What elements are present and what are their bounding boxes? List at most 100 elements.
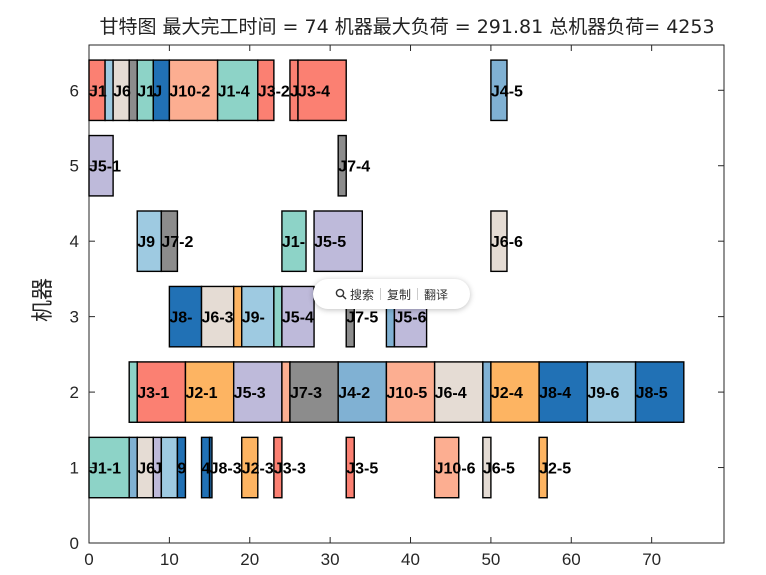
task-label: J1-4 <box>218 83 250 100</box>
y-tick-label: 3 <box>70 308 79 327</box>
task-bar-m2-33 <box>289 361 339 423</box>
task-label: J2-3 <box>242 461 274 478</box>
task-label: J <box>153 461 162 478</box>
task-bar-m2-31 <box>232 361 283 423</box>
task-label: J1- <box>282 234 305 251</box>
task-label: J5-3 <box>234 385 266 402</box>
task-label: J3-4 <box>298 83 330 100</box>
y-tick-label: 2 <box>70 383 79 402</box>
x-tick-label: 30 <box>321 550 340 569</box>
task-label: J5-1 <box>89 159 121 176</box>
task-label: J7-4 <box>338 159 370 176</box>
popup-divider <box>379 288 381 300</box>
task-bar-m1-49 <box>208 436 213 499</box>
task-bar-m6-11 <box>490 59 508 122</box>
task-label: 4 <box>202 461 211 478</box>
task-label: J4-2 <box>338 385 370 402</box>
task-bar-m3-22 <box>241 285 275 348</box>
task-label: J6 <box>113 83 131 100</box>
x-tick-label: 10 <box>160 550 179 569</box>
task-bar-m3-23 <box>273 285 283 348</box>
task-bar-m5-13 <box>337 134 347 197</box>
search-button[interactable]: 搜索 <box>329 286 380 303</box>
copy-button[interactable]: 复制 <box>381 286 417 303</box>
x-tick-label: 60 <box>562 550 581 569</box>
task-label: J10-5 <box>386 385 427 402</box>
task-label: J1-1 <box>89 461 121 478</box>
task-label: J10-2 <box>169 83 210 100</box>
y-axis-label: 机器 <box>31 278 56 322</box>
task-label: J2-1 <box>185 385 217 402</box>
task-label: 9 <box>177 461 186 478</box>
task-bar-m4-18 <box>490 210 508 273</box>
x-tick-label: 70 <box>642 550 661 569</box>
y-tick-label: 4 <box>70 232 79 251</box>
task-label: J1 <box>137 83 155 100</box>
task-label: J3-2 <box>258 83 290 100</box>
task-label: J6-6 <box>491 234 523 251</box>
task-bar-m4-15 <box>160 210 179 273</box>
task-bar-m1-52 <box>345 436 355 499</box>
task-bar-m6-8 <box>257 59 275 122</box>
task-bar-m2-35 <box>385 361 436 423</box>
task-bar-m1-46 <box>160 436 179 499</box>
task-bar-m2-28 <box>128 361 138 423</box>
task-bar-m3-21 <box>232 285 243 348</box>
task-bar-m2-36 <box>433 361 484 423</box>
task-label: J2-5 <box>539 461 571 478</box>
task-bar-m2-37 <box>482 361 492 423</box>
task-label: J2-4 <box>491 385 523 402</box>
task-label: J5-6 <box>394 310 426 327</box>
task-label: J3-5 <box>346 461 378 478</box>
task-label: J <box>290 83 299 100</box>
task-bar-m3-19 <box>168 285 203 348</box>
task-label: J9 <box>137 234 155 251</box>
y-tick-label: 0 <box>70 534 79 553</box>
task-bar-m1-54 <box>482 436 492 499</box>
tasks-layer <box>88 59 685 499</box>
x-tick-label: 50 <box>481 550 500 569</box>
task-label: J6-5 <box>483 461 515 478</box>
task-label: J3-3 <box>274 461 306 478</box>
x-tick-label: 40 <box>401 550 420 569</box>
task-bar-m1-47 <box>176 436 187 499</box>
x-tick-label: 0 <box>84 550 93 569</box>
task-bar-m1-43 <box>128 436 138 499</box>
task-bar-m3-24 <box>281 285 315 348</box>
task-label: J3-1 <box>137 385 169 402</box>
y-tick-label: 6 <box>70 81 79 100</box>
task-bar-m4-14 <box>136 210 163 273</box>
y-tick-label: 5 <box>70 157 79 176</box>
task-bar-m2-30 <box>184 361 235 423</box>
task-label: J10-6 <box>435 461 476 478</box>
task-bar-m4-17 <box>313 210 363 273</box>
task-label: J <box>153 83 162 100</box>
labels-layer: J1 J6 J1J J10-2 J1-4 J3-2 J J3-4 J4-5J5-1 J7-4J9 J… <box>89 83 668 477</box>
task-bar-m1-51 <box>273 436 283 499</box>
task-bar-m4-16 <box>281 210 307 273</box>
search-label: 搜索 <box>349 287 374 302</box>
task-label: J7-3 <box>290 385 322 402</box>
task-bar-m2-41 <box>634 361 685 423</box>
task-label: J8- <box>169 310 192 327</box>
translate-label: 翻译 <box>424 287 449 302</box>
task-label: J5-5 <box>314 234 346 251</box>
task-label: J6 <box>137 461 155 478</box>
task-label: J4-5 <box>491 83 523 100</box>
task-label: J5-4 <box>282 310 314 327</box>
task-label: J6-3 <box>202 310 234 327</box>
text-selection-popup: 搜索 复制 翻译 <box>313 279 470 309</box>
task-bar-m1-55 <box>538 436 548 499</box>
task-bar-m2-40 <box>586 361 637 423</box>
task-label: J8-3 <box>210 461 242 478</box>
task-bar-m1-53 <box>433 436 460 499</box>
task-label: J8-4 <box>539 385 571 402</box>
translate-button[interactable]: 翻译 <box>418 286 454 303</box>
task-label: J6-4 <box>435 385 467 402</box>
task-label: J7-2 <box>161 234 193 251</box>
task-label: J7-5 <box>346 310 378 327</box>
task-label: J9-6 <box>587 385 619 402</box>
x-tick-label: 20 <box>240 550 259 569</box>
task-bar-m2-38 <box>490 361 540 423</box>
task-bar-m6-10 <box>297 59 347 122</box>
